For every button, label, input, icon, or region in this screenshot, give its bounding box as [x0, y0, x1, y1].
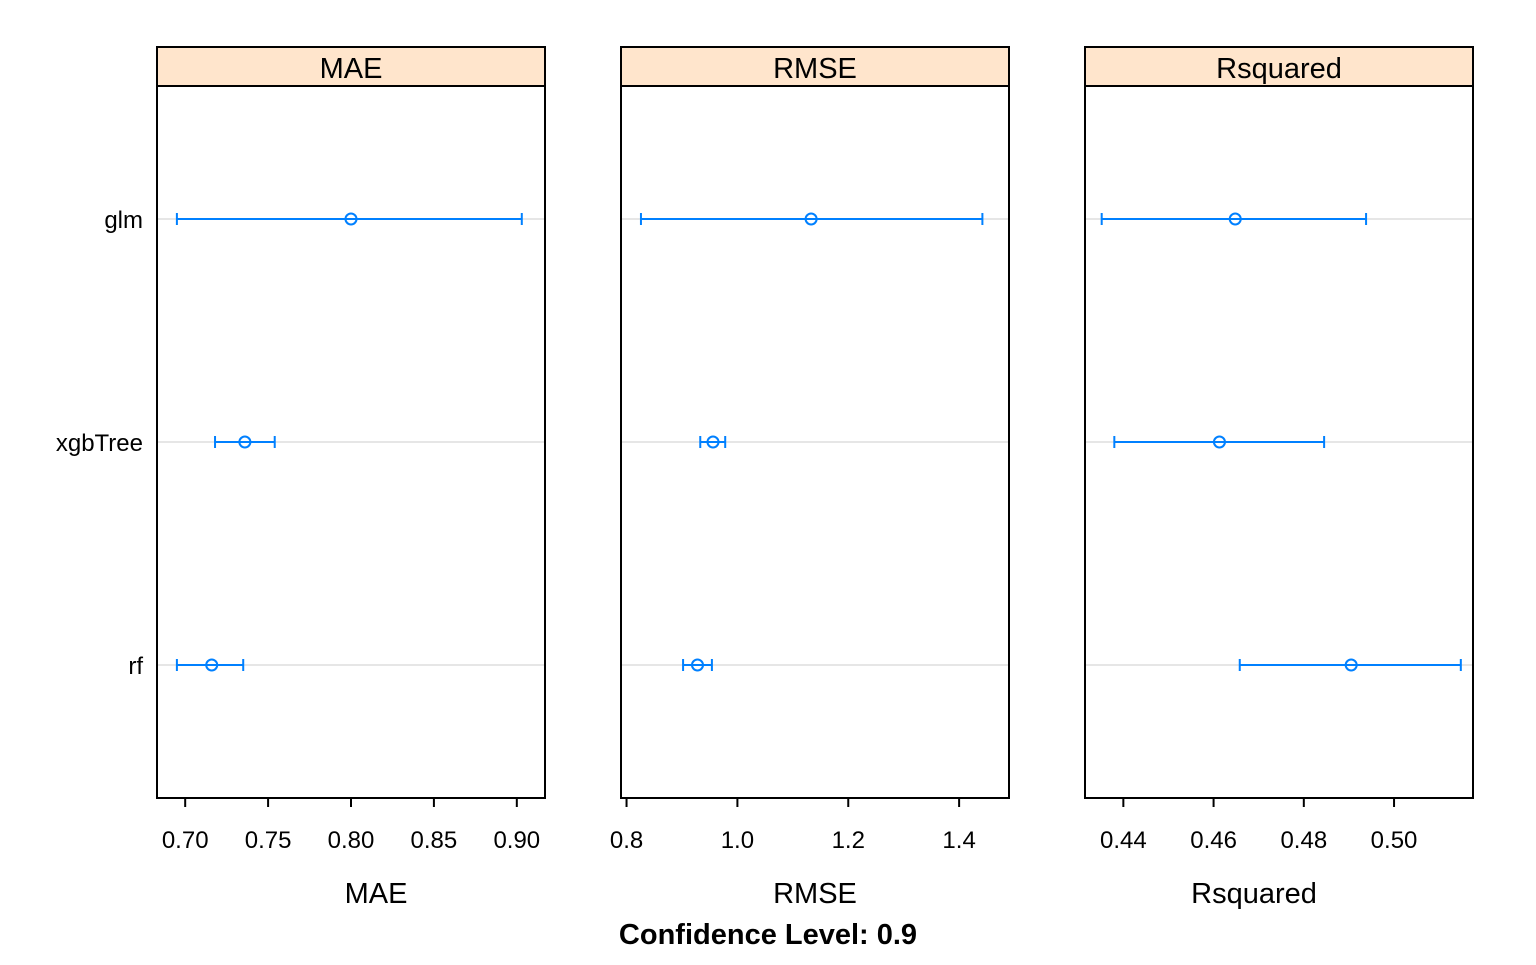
- x-tick-label: 0.85: [411, 827, 458, 854]
- interval-mae-xgbTree: [214, 435, 276, 449]
- panel-rmse: RMSE 0.8 1.0 1.2 1.4 RMSE: [610, 46, 1010, 910]
- x-tick-label: 0.50: [1371, 827, 1418, 854]
- x-tick-label: 0.70: [162, 827, 209, 854]
- x-axis-label-mae: MAE: [345, 878, 408, 910]
- strip-label-mae: MAE: [320, 53, 383, 85]
- confidence-level-footer: Confidence Level: 0.9: [619, 919, 917, 951]
- interval-rsquared-glm: [1100, 212, 1368, 226]
- panel-frame-rsquared: [1084, 46, 1474, 799]
- x-tick-label: 1.4: [942, 827, 975, 854]
- estimate-point: [238, 435, 252, 449]
- estimate-point: [1344, 658, 1358, 672]
- x-tick-label: 0.80: [328, 827, 375, 854]
- strip-rmse: [620, 46, 1010, 87]
- estimate-point: [804, 212, 818, 226]
- row-label-rf: rf: [128, 653, 143, 680]
- x-tick-label: 0.46: [1190, 827, 1237, 854]
- strip-label-rsquared: Rsquared: [1216, 53, 1342, 85]
- row-label-xgbtree: xgbTree: [56, 430, 143, 457]
- interval-rsquared-xgbTree: [1113, 435, 1326, 449]
- estimate-point: [706, 435, 720, 449]
- interval-mae-glm: [175, 212, 523, 226]
- interval-rmse-glm: [639, 212, 984, 226]
- x-axis-label-rsquared: Rsquared: [1191, 878, 1317, 910]
- x-tick-label: 0.48: [1280, 827, 1327, 854]
- x-tick-label: 1.2: [832, 827, 865, 854]
- interval-rmse-xgbTree: [699, 435, 727, 449]
- interval-rsquared-rf: [1238, 658, 1462, 672]
- x-tick-label: 0.90: [493, 827, 540, 854]
- strip-label-rmse: RMSE: [773, 53, 857, 85]
- x-tick-label: 0.8: [610, 827, 643, 854]
- estimate-point: [690, 658, 704, 672]
- strip-mae: [156, 46, 546, 87]
- interval-rmse-rf: [682, 658, 713, 672]
- x-tick-label: 0.75: [245, 827, 292, 854]
- estimate-point: [205, 658, 219, 672]
- panel-frame-mae: [156, 46, 546, 799]
- estimate-point: [1212, 435, 1226, 449]
- panel-frame-rmse: [620, 46, 1010, 799]
- x-axis-label-rmse: RMSE: [773, 878, 857, 910]
- interval-mae-rf: [175, 658, 245, 672]
- row-label-glm: glm: [104, 207, 143, 234]
- panel-mae: MAE 0.70 0.75 0.80 0.85 0.90 MAE: [156, 46, 546, 910]
- estimate-point: [344, 212, 358, 226]
- x-tick-label: 1.0: [721, 827, 754, 854]
- estimate-point: [1228, 212, 1242, 226]
- x-tick-label: 0.44: [1100, 827, 1147, 854]
- panel-rsquared: Rsquared 0.44 0.46 0.48 0.50 Rsquared: [1084, 46, 1474, 910]
